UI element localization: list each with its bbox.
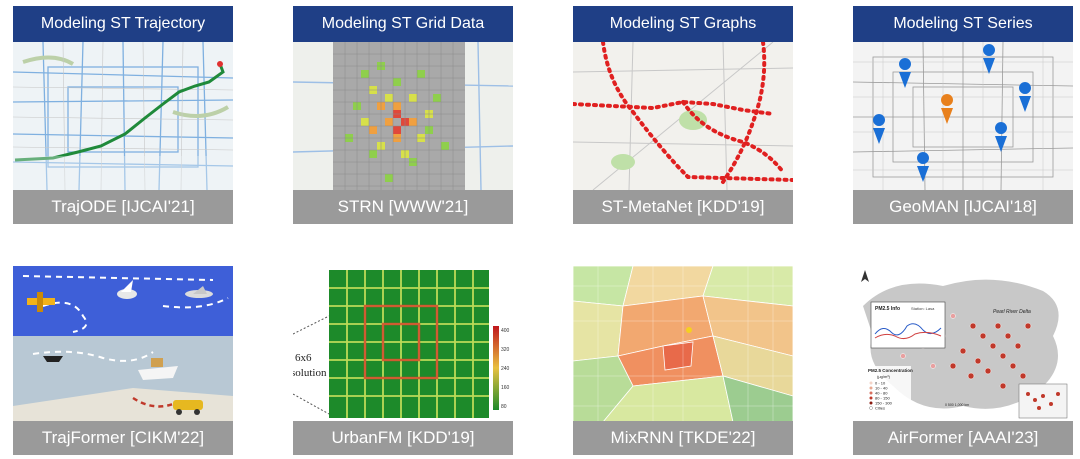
urbanfm-scale-tick: 400 bbox=[501, 328, 510, 334]
airformer-legend-item: 80 - 150 bbox=[875, 396, 890, 401]
airformer-inset-station: Station: Lasa bbox=[911, 306, 935, 311]
trajode-map-image bbox=[13, 42, 233, 190]
airformer-china-map-image: PM2.5 Info Station: Lasa PM2.5 Concentra… bbox=[853, 266, 1073, 422]
taxi-icon bbox=[173, 400, 203, 415]
airformer-legend-item: 0 - 10 bbox=[875, 381, 886, 386]
geoman-station-map-image bbox=[853, 42, 1073, 190]
airformer-legend-item: 150 - 300 bbox=[875, 401, 893, 406]
urbanfm-resolution-label-2: solution bbox=[293, 367, 327, 379]
header-series: Modeling ST Series bbox=[853, 6, 1073, 42]
header-graphs: Modeling ST Graphs bbox=[573, 6, 793, 42]
airformer-inset-title: PM2.5 Info bbox=[875, 306, 900, 312]
strn-grid-heatmap-image bbox=[293, 42, 513, 190]
mixrnn-choropleth-image bbox=[573, 266, 793, 422]
airformer-scale-bar: 0 500 1,000 km bbox=[945, 403, 969, 407]
caption-st-metanet: ST-MetaNet [KDD'19] bbox=[573, 190, 793, 224]
airplane-icon bbox=[27, 292, 55, 312]
airformer-legend-item: Cities bbox=[875, 406, 885, 411]
airformer-legend-unit: (μg/m³) bbox=[877, 374, 891, 379]
urbanfm-scale-tick: 160 bbox=[501, 385, 510, 391]
bird-icon bbox=[117, 280, 137, 299]
airformer-legend-item: 10 - 40 bbox=[875, 386, 888, 391]
caption-urbanfm: UrbanFM [KDD'19] bbox=[293, 421, 513, 455]
caption-geoman: GeoMAN [IJCAI'18] bbox=[853, 190, 1073, 224]
airformer-legend-title: PM2.5 Concentration bbox=[868, 368, 913, 373]
urbanfm-grid-image: 6x6 solution 400 320 240 160 80 bbox=[293, 266, 513, 422]
header-grid-data: Modeling ST Grid Data bbox=[293, 6, 513, 42]
trajformer-illustration-image bbox=[13, 266, 233, 422]
caption-trajode: TrajODE [IJCAI'21] bbox=[13, 190, 233, 224]
caption-airformer: AirFormer [AAAI'23] bbox=[853, 421, 1073, 455]
st-metanet-graph-map-image bbox=[573, 42, 793, 190]
urbanfm-scale-tick: 240 bbox=[501, 366, 510, 372]
urbanfm-scale-tick: 80 bbox=[501, 404, 507, 410]
ship-icon bbox=[138, 358, 178, 380]
header-trajectory: Modeling ST Trajectory bbox=[13, 6, 233, 42]
caption-trajformer: TrajFormer [CIKM'22] bbox=[13, 421, 233, 455]
airformer-region-label: Pearl River Delta bbox=[993, 309, 1031, 315]
caption-strn: STRN [WWW'21] bbox=[293, 190, 513, 224]
urbanfm-scale-tick: 320 bbox=[501, 347, 510, 353]
north-arrow-icon bbox=[861, 270, 869, 282]
caption-mixrnn: MixRNN [TKDE'22] bbox=[573, 421, 793, 455]
airformer-legend-item: 40 - 80 bbox=[875, 391, 888, 396]
boat-icon bbox=[43, 356, 63, 362]
jet-icon bbox=[185, 286, 213, 298]
urbanfm-resolution-label: 6x6 bbox=[295, 352, 312, 364]
